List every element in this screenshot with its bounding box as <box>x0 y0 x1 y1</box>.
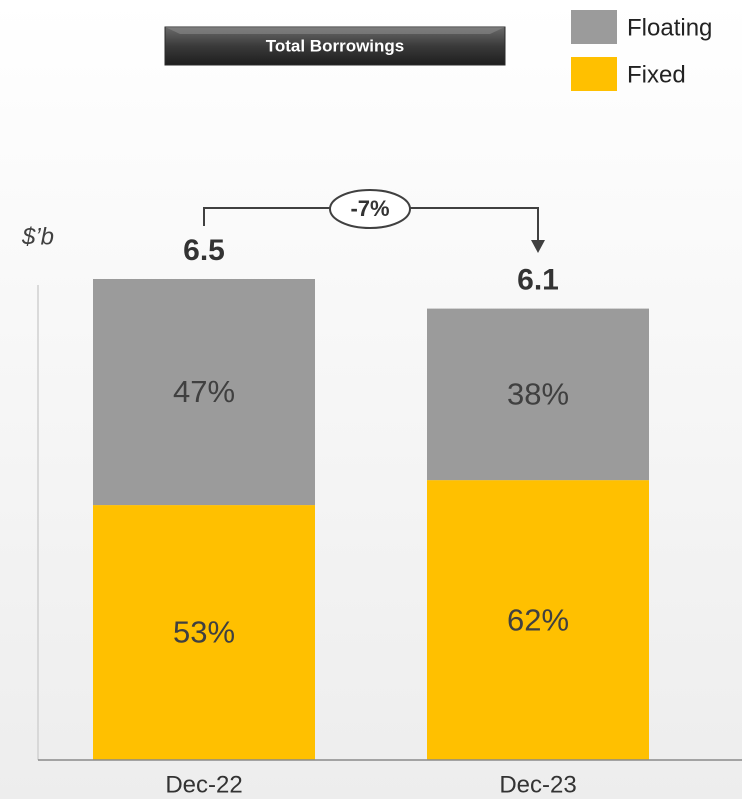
change-oval <box>329 189 411 229</box>
segment-label: 38% <box>507 377 569 412</box>
bar-segment <box>93 505 315 760</box>
bar-segment <box>93 279 315 506</box>
legend-label: Floating <box>627 14 712 41</box>
arrow-head <box>531 240 545 253</box>
x-tick-label: Dec-23 <box>499 771 576 798</box>
chart-title: Total Borrowings <box>266 36 405 55</box>
segment-label: 62% <box>507 602 569 637</box>
legend-label: Fixed <box>627 61 686 88</box>
x-tick-label: Dec-22 <box>165 771 242 798</box>
bar-segment <box>427 308 649 481</box>
title-bevel <box>165 27 505 34</box>
change-annotation: -7% <box>350 196 389 221</box>
total-label: 6.1 <box>517 264 559 297</box>
bar-segment <box>427 480 649 760</box>
total-label: 6.5 <box>183 234 225 267</box>
segment-label: 47% <box>173 374 235 409</box>
y-axis-label: $’b <box>21 223 54 250</box>
segment-label: 53% <box>173 615 235 650</box>
legend-swatch <box>571 10 617 44</box>
legend-swatch <box>571 57 617 91</box>
